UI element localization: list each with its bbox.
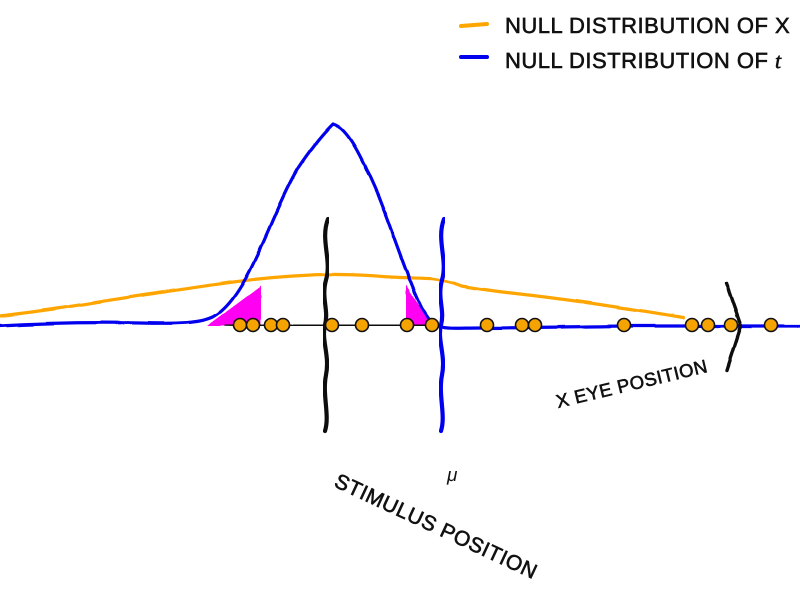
- svg-text:X EYE POSITION: X EYE POSITION: [554, 355, 710, 412]
- svg-text:μ: μ: [446, 465, 458, 486]
- svg-text:NULL DISTRIBUTION OF t: NULL DISTRIBUTION OF t: [505, 48, 782, 73]
- svg-text:STIMULUS POSITION: STIMULUS POSITION: [331, 470, 541, 584]
- svg-text:NULL DISTRIBUTION OF X: NULL DISTRIBUTION OF X: [505, 13, 790, 38]
